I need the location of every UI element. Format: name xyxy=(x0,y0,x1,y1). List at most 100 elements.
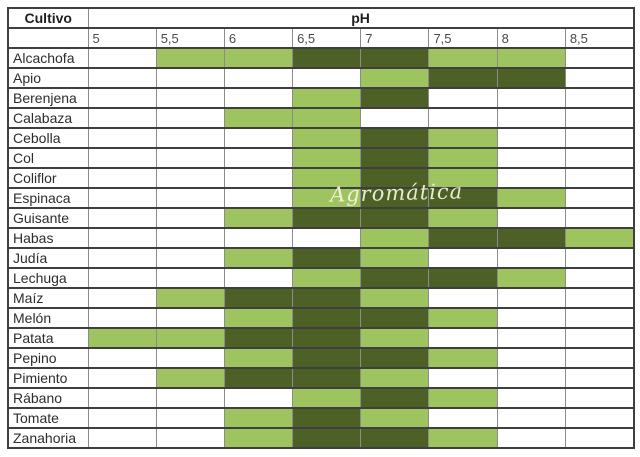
ph-cell-6_5 xyxy=(292,247,362,269)
ph-cell-7 xyxy=(360,107,430,129)
ph-cell-8_5 xyxy=(564,87,635,109)
ph-cell-7_5 xyxy=(428,67,498,89)
ph-cell-5_5 xyxy=(155,107,225,129)
ph-cell-7 xyxy=(360,407,430,429)
ph-cell-8_5 xyxy=(564,387,635,409)
ph-cell-6 xyxy=(223,347,294,369)
ph-cell-5_5 xyxy=(155,167,225,189)
ph-cell-7_5 xyxy=(428,307,498,329)
ph-cell-8_5 xyxy=(564,287,635,309)
ph-cell-7_5 xyxy=(428,127,498,149)
crop-row: Calabaza xyxy=(7,107,635,129)
ph-cell-7_5 xyxy=(428,247,498,269)
ph-cell-8 xyxy=(496,427,566,449)
ph-cell-8 xyxy=(496,127,566,149)
ph-cell-8_5 xyxy=(564,67,635,89)
ph-cell-5_5 xyxy=(155,187,225,209)
ph-cell-8 xyxy=(496,67,566,89)
ph-cell-5_5 xyxy=(155,87,225,109)
ph-cell-5 xyxy=(87,307,157,329)
ph-cell-5_5 xyxy=(155,247,225,269)
ph-cell-6_5 xyxy=(292,267,362,289)
crop-name: Judía xyxy=(7,247,89,269)
ph-cell-6_5 xyxy=(292,287,362,309)
ph-cell-6_5 xyxy=(292,207,362,229)
ph-cell-7_5 xyxy=(428,207,498,229)
ph-cell-8 xyxy=(496,147,566,169)
ph-cell-7_5 xyxy=(428,147,498,169)
ph-cell-7_5 xyxy=(428,367,498,389)
crop-name: Lechuga xyxy=(7,267,89,289)
ph-cell-7 xyxy=(360,327,430,349)
ph-cell-7 xyxy=(360,347,430,369)
ph-cell-6 xyxy=(223,307,294,329)
ph-cell-6 xyxy=(223,407,294,429)
crop-row: Patata xyxy=(7,327,635,349)
empty-corner-cell xyxy=(7,27,89,49)
ph-cell-8 xyxy=(496,247,566,269)
ph-cell-6 xyxy=(223,247,294,269)
ph-cell-8_5 xyxy=(564,127,635,149)
ph-cell-5 xyxy=(87,227,157,249)
ph-header: pH xyxy=(87,7,635,29)
crop-name: Coliflor xyxy=(7,167,89,189)
ph-cell-6_5 xyxy=(292,147,362,169)
ph-cell-5 xyxy=(87,127,157,149)
ph-cell-8 xyxy=(496,207,566,229)
ph-cell-7 xyxy=(360,227,430,249)
header-row: Cultivo pH xyxy=(7,7,635,29)
ph-cell-5_5 xyxy=(155,307,225,329)
ph-tick-label: 6 xyxy=(223,27,294,49)
ph-cell-8_5 xyxy=(564,267,635,289)
ph-cell-6_5 xyxy=(292,347,362,369)
crop-name: Col xyxy=(7,147,89,169)
ph-cell-5_5 xyxy=(155,287,225,309)
ph-cell-8 xyxy=(496,347,566,369)
ph-cell-7_5 xyxy=(428,167,498,189)
ph-cell-6 xyxy=(223,127,294,149)
ph-cell-7_5 xyxy=(428,427,498,449)
ph-cell-8 xyxy=(496,367,566,389)
ph-cell-5 xyxy=(87,167,157,189)
ph-cell-7 xyxy=(360,387,430,409)
ph-cell-8_5 xyxy=(564,227,635,249)
ph-cell-5 xyxy=(87,67,157,89)
crop-row: Tomate xyxy=(7,407,635,429)
ph-cell-5_5 xyxy=(155,327,225,349)
ph-cell-6 xyxy=(223,387,294,409)
ph-cell-8_5 xyxy=(564,187,635,209)
crop-name: Melón xyxy=(7,307,89,329)
ph-tick-label: 5 xyxy=(87,27,157,49)
ph-cell-8 xyxy=(496,267,566,289)
ph-cell-7_5 xyxy=(428,87,498,109)
ph-cell-8_5 xyxy=(564,47,635,69)
ph-cell-7 xyxy=(360,167,430,189)
ph-cell-8_5 xyxy=(564,307,635,329)
ph-cell-7 xyxy=(360,427,430,449)
cultivo-header: Cultivo xyxy=(7,7,89,29)
ph-cell-8_5 xyxy=(564,107,635,129)
ph-cell-5 xyxy=(87,287,157,309)
crop-row: Apio xyxy=(7,67,635,89)
crop-row: Guisante xyxy=(7,207,635,229)
ph-cell-7 xyxy=(360,87,430,109)
crop-name: Espinaca xyxy=(7,187,89,209)
crop-name: Rábano xyxy=(7,387,89,409)
ph-cell-5_5 xyxy=(155,407,225,429)
ph-cell-5 xyxy=(87,47,157,69)
ph-scale-row: 5 5,5 6 6,5 7 7,5 8 8,5 xyxy=(7,27,635,49)
ph-cell-5_5 xyxy=(155,147,225,169)
crop-name: Calabaza xyxy=(7,107,89,129)
ph-cell-7_5 xyxy=(428,287,498,309)
crop-name: Tomate xyxy=(7,407,89,429)
ph-cell-6 xyxy=(223,87,294,109)
ph-tick-label: 5,5 xyxy=(155,27,225,49)
crop-row: Pepino xyxy=(7,347,635,369)
crop-row: Habas xyxy=(7,227,635,249)
ph-cell-8_5 xyxy=(564,427,635,449)
crop-row: Judía xyxy=(7,247,635,269)
crop-row: Coliflor xyxy=(7,167,635,189)
ph-cell-5_5 xyxy=(155,67,225,89)
crop-row: Maíz xyxy=(7,287,635,309)
